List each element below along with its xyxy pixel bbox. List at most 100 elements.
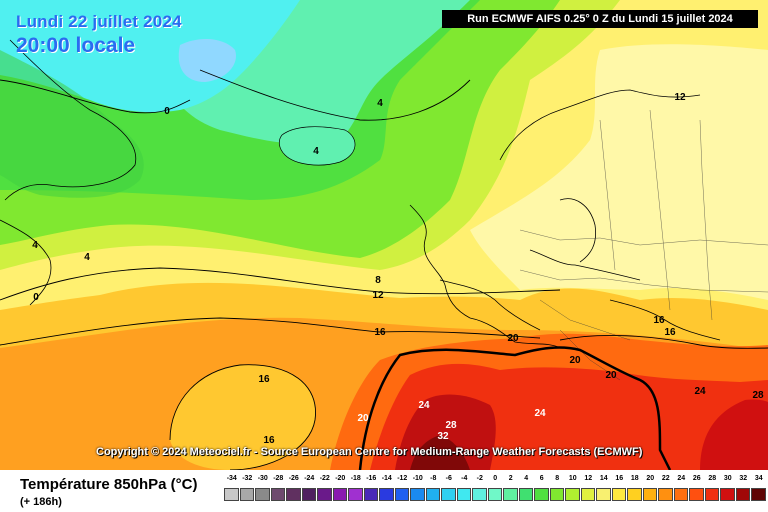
forecast-time: 20:00 locale — [16, 34, 136, 57]
scale-tick-label: 28 — [708, 475, 717, 482]
isotherm-value-label: 4 — [32, 240, 38, 251]
band-deepest-red — [410, 435, 470, 470]
scale-tick-label: 4 — [524, 475, 529, 482]
scale-tick-label: 24 — [677, 475, 686, 482]
scale-color-box — [317, 488, 332, 501]
scale-color-box — [348, 488, 363, 501]
isotherm-value-label: 20 — [569, 355, 581, 366]
scale-color-box — [673, 488, 688, 501]
scale-tick-label: 20 — [646, 475, 655, 482]
scale-tick-label: -26 — [288, 475, 299, 482]
scale-tick-label: 14 — [599, 475, 608, 482]
band-cyan — [0, 0, 300, 113]
scale-tick-label: -6 — [445, 475, 452, 482]
scale-color-box — [611, 488, 626, 501]
scale-color-box — [658, 488, 673, 501]
scale-color-box — [704, 488, 719, 501]
isotherm-value-label: 0 — [164, 106, 170, 117]
scale-color-box — [425, 488, 440, 501]
scale-color-box — [456, 488, 471, 501]
scale-tick-label: 18 — [630, 475, 639, 482]
scale-color-box — [410, 488, 425, 501]
color-scale-ticks: -34 -32 -30 -28 -26 -24 -22 -20 -18 -16 -14 -12 -10-… — [224, 475, 767, 487]
isotherm-value-label: 20 — [507, 333, 519, 344]
scale-tick-label: 32 — [739, 475, 748, 482]
scale-tick-label: -24 — [304, 475, 315, 482]
forecast-date: Lundi 22 juillet 2024 — [16, 12, 182, 31]
scale-color-box — [735, 488, 750, 501]
scale-tick-label: 34 — [754, 475, 763, 482]
scale-tick-label: -30 — [257, 475, 268, 482]
isotherm-value-label: 28 — [445, 420, 457, 431]
isotherm-value-label: 4 — [377, 98, 383, 109]
scale-color-box — [627, 488, 642, 501]
scale-tick-label: -32 — [242, 475, 253, 482]
scale-color-box — [751, 488, 766, 501]
scale-color-box — [580, 488, 595, 501]
scale-color-box — [565, 488, 580, 501]
scale-color-box — [534, 488, 549, 501]
isotherm-value-label: 24 — [418, 400, 430, 411]
scale-tick-label: -14 — [381, 475, 392, 482]
isotherm-value-label: 24 — [694, 386, 706, 397]
isotherm-value-label: 28 — [752, 390, 764, 401]
isotherm-20-bold — [358, 346, 672, 470]
scale-tick-label: -20 — [335, 475, 346, 482]
isotherm-value-label: 16 — [263, 435, 275, 446]
scale-tick-label: 16 — [615, 475, 624, 482]
scale-color-box — [487, 488, 502, 501]
isotherm-value-label: 20 — [357, 413, 369, 424]
scale-color-box — [332, 488, 347, 501]
scale-tick-label: 12 — [584, 475, 593, 482]
isotherm-value-label: 16 — [664, 327, 676, 338]
isotherm-value-label: 24 — [534, 408, 546, 419]
scale-tick-label: 10 — [568, 475, 577, 482]
scale-tick-label: 22 — [661, 475, 670, 482]
isotherm-value-label: 8 — [375, 275, 381, 286]
scale-tick-label: -2 — [476, 475, 483, 482]
scale-color-box — [379, 488, 394, 501]
band-light-blue — [178, 38, 236, 82]
isotherm-value-label: 16 — [374, 327, 386, 338]
scale-color-box — [394, 488, 409, 501]
scale-tick-label: -22 — [319, 475, 330, 482]
scale-color-box — [518, 488, 533, 501]
isotherm-value-label: 32 — [437, 431, 449, 442]
scale-color-box — [286, 488, 301, 501]
scale-color-box — [301, 488, 316, 501]
variable-label: Température 850hPa (°C) — [20, 476, 198, 493]
scale-color-box — [720, 488, 735, 501]
isotherm-lines — [0, 69, 768, 470]
isotherm-value-label: 0 — [33, 292, 39, 303]
copyright-text: Copyright © 2024 Meteociel.fr - Source E… — [96, 446, 643, 458]
scale-color-box — [441, 488, 456, 501]
scale-tick-label: 26 — [692, 475, 701, 482]
color-scale-boxes — [224, 488, 767, 501]
isotherm-value-label: 16 — [258, 374, 270, 385]
scale-tick-label: -12 — [397, 475, 408, 482]
scale-color-box — [224, 488, 239, 501]
isotherm-value-label: 20 — [605, 370, 617, 381]
scale-tick-label: -34 — [226, 475, 237, 482]
scale-tick-label: 6 — [539, 475, 544, 482]
scale-color-box — [549, 488, 564, 501]
scale-color-box — [255, 488, 270, 501]
isotherm-value-label: 12 — [674, 92, 686, 103]
lead-time-label: (+ 186h) — [20, 496, 62, 508]
scale-color-box — [363, 488, 378, 501]
scale-tick-label: -16 — [366, 475, 377, 482]
scale-color-box — [503, 488, 518, 501]
scale-tick-label: 2 — [508, 475, 513, 482]
iceland — [278, 126, 356, 166]
scale-color-box — [642, 488, 657, 501]
color-scale: -34 -32 -30 -28 -26 -24 -22 -20 -18 -16 -14 -12 -10-… — [224, 475, 767, 505]
band-atlantic-yellow — [170, 364, 316, 470]
legend-footer: Température 850hPa (°C) (+ 186h) -34 -32-… — [0, 470, 768, 512]
scale-tick-label: 30 — [723, 475, 732, 482]
scale-color-box — [689, 488, 704, 501]
scale-tick-label: 8 — [555, 475, 560, 482]
scale-color-box — [270, 488, 285, 501]
scale-color-box — [239, 488, 254, 501]
